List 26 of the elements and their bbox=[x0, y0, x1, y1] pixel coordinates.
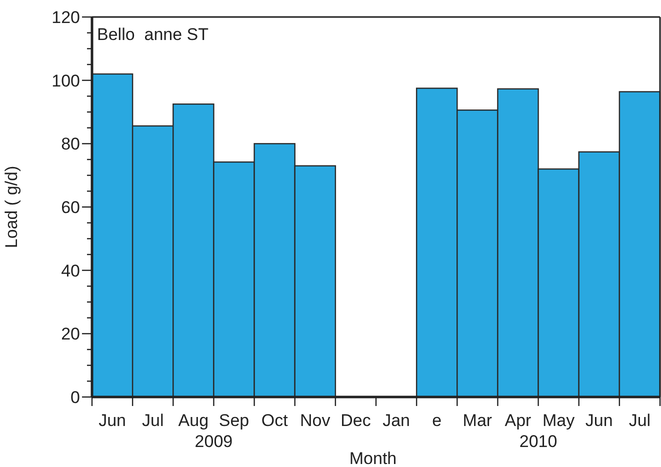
y-axis-title: Load ( g/d) bbox=[2, 166, 21, 248]
y-tick-label: 40 bbox=[61, 261, 80, 280]
x-tick-label: Oct bbox=[261, 411, 288, 430]
x-tick-label: Dec bbox=[340, 411, 372, 430]
x-tick-label: Mar bbox=[462, 411, 492, 430]
y-tick-label: 60 bbox=[61, 198, 80, 217]
x-tick-label: Jul bbox=[628, 411, 651, 430]
x-tick-label: e bbox=[432, 411, 442, 430]
x-tick-label: Jun bbox=[98, 411, 126, 430]
y-tick-label: 80 bbox=[61, 134, 80, 154]
y-tick-label: 20 bbox=[61, 324, 80, 344]
text: 2009 bbox=[194, 432, 233, 451]
x-tick-label: Jul bbox=[142, 411, 164, 430]
x-axis-title: Month bbox=[349, 449, 397, 467]
text: 2010 bbox=[519, 432, 558, 451]
x-tick-label: Apr bbox=[504, 411, 532, 430]
x-tick-label: Sep bbox=[218, 411, 250, 430]
y-tick-label: 120 bbox=[52, 8, 80, 27]
x-tick-label: Jun bbox=[585, 411, 613, 430]
x-tick-label: Aug bbox=[178, 411, 209, 430]
x-tick-label: Nov bbox=[300, 411, 331, 430]
x-tick-label: May bbox=[542, 411, 576, 430]
text: Bello anne ST bbox=[97, 25, 209, 44]
y-tick-label: 100 bbox=[52, 71, 80, 90]
y-tick-label: 0 bbox=[70, 388, 80, 407]
x-tick-label: Jan bbox=[382, 411, 410, 430]
